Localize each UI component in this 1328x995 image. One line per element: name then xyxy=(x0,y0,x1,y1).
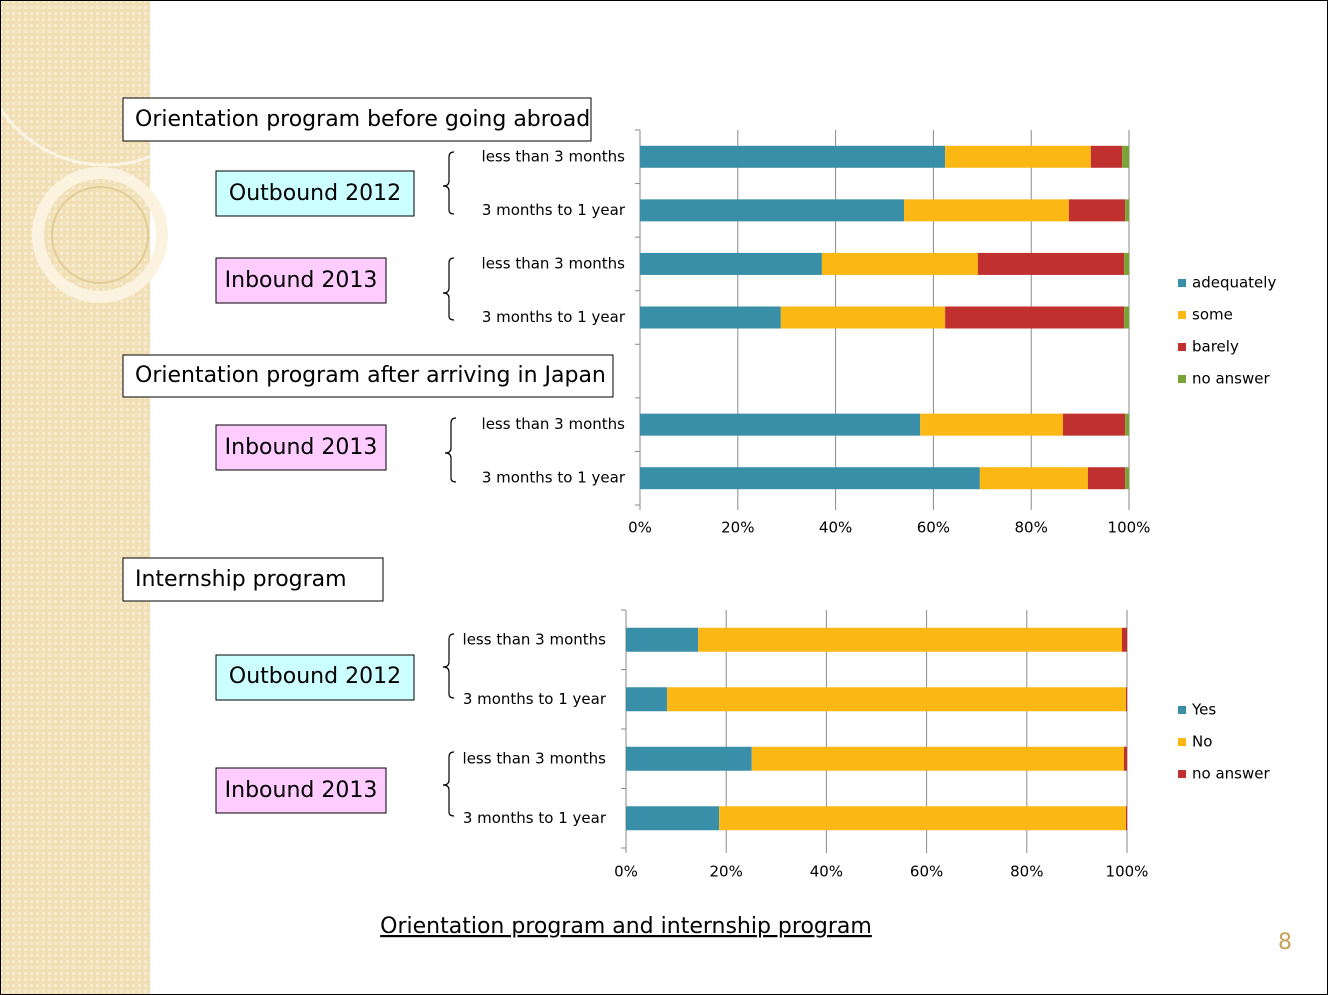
legend-label: no answer xyxy=(1192,370,1270,388)
legend-swatch xyxy=(1178,770,1186,778)
legend-swatch xyxy=(1178,706,1186,714)
legend-label: Yes xyxy=(1191,701,1216,719)
bar-segment xyxy=(1087,467,1126,490)
bar-segment xyxy=(1124,252,1129,275)
x-tick-label: 40% xyxy=(819,519,852,537)
x-tick-label: 40% xyxy=(810,863,843,881)
section-box xyxy=(122,557,384,602)
bar-segment xyxy=(640,413,921,436)
category-label: 3 months to 1 year xyxy=(482,469,626,487)
bar-segment xyxy=(1122,145,1129,168)
legend-swatch xyxy=(1178,311,1186,319)
bar-segment xyxy=(821,252,978,275)
legend-label: some xyxy=(1192,306,1233,324)
bar-segment xyxy=(640,467,980,490)
bar-segment xyxy=(698,627,1122,652)
bar-segment xyxy=(667,687,1126,712)
page-number: 8 xyxy=(1278,930,1292,955)
x-tick-label: 80% xyxy=(1015,519,1048,537)
legend-swatch xyxy=(1178,279,1186,287)
category-label: 3 months to 1 year xyxy=(463,690,607,708)
group-box xyxy=(215,424,387,471)
bar-segment xyxy=(977,252,1125,275)
legend-swatch xyxy=(1178,375,1186,383)
bar-segment xyxy=(640,199,905,222)
deco-ring xyxy=(32,167,168,303)
bar-segment xyxy=(1090,145,1123,168)
caption: Orientation program and internship progr… xyxy=(380,914,872,939)
x-tick-label: 60% xyxy=(917,519,950,537)
bar-segment xyxy=(1125,199,1129,222)
bar-segment xyxy=(780,306,946,329)
category-label: less than 3 months xyxy=(482,147,626,165)
deco-ring xyxy=(51,186,149,284)
legend-label: no answer xyxy=(1192,765,1270,783)
legend-swatch xyxy=(1178,343,1186,351)
bar-segment xyxy=(1125,413,1129,436)
category-label: less than 3 months xyxy=(463,630,607,648)
section-box xyxy=(122,354,614,398)
group-label: Inbound 2013 xyxy=(225,435,378,460)
legend-label: No xyxy=(1192,733,1212,751)
section-title: Internship program xyxy=(135,567,347,592)
legend-label: adequately xyxy=(1192,274,1276,292)
bar-segment xyxy=(1125,806,1127,831)
bar-segment xyxy=(1062,413,1126,436)
x-tick-label: 0% xyxy=(614,863,638,881)
x-tick-label: 100% xyxy=(1108,519,1151,537)
bar-segment xyxy=(945,145,1091,168)
bar-segment xyxy=(640,306,781,329)
bar-segment xyxy=(626,687,668,712)
x-tick-label: 60% xyxy=(910,863,943,881)
bar-segment xyxy=(626,746,752,771)
bar-segment xyxy=(904,199,1069,222)
braces xyxy=(442,151,457,817)
section-title: Orientation program before going abroad xyxy=(135,107,590,132)
category-label: less than 3 months xyxy=(482,254,626,272)
bar-segment xyxy=(640,252,822,275)
category-label: less than 3 months xyxy=(482,415,626,433)
bar-segment xyxy=(1124,306,1129,329)
bar-segment xyxy=(751,746,1124,771)
bar-segment xyxy=(1125,467,1129,490)
group-label: Inbound 2013 xyxy=(225,778,378,803)
section-box xyxy=(122,97,592,142)
category-label: 3 months to 1 year xyxy=(463,809,607,827)
x-tick-label: 20% xyxy=(721,519,754,537)
x-tick-label: 20% xyxy=(710,863,743,881)
bar-segment xyxy=(1068,199,1126,222)
section-title: Orientation program after arriving in Ja… xyxy=(135,363,606,388)
deco-circle xyxy=(0,0,232,167)
category-label: 3 months to 1 year xyxy=(482,201,626,219)
bar-segment xyxy=(1123,746,1127,771)
side-strip xyxy=(1,1,150,994)
group-box xyxy=(215,767,387,814)
bar-segment xyxy=(626,806,720,831)
group-label: Inbound 2013 xyxy=(225,268,378,293)
legend-label: barely xyxy=(1192,338,1239,356)
legend-swatch xyxy=(1178,738,1186,746)
x-tick-label: 0% xyxy=(628,519,652,537)
bar-segment xyxy=(920,413,1063,436)
group-box xyxy=(215,257,387,304)
bar-segment xyxy=(945,306,1125,329)
group-label: Outbound 2012 xyxy=(229,181,401,206)
group-box xyxy=(215,170,415,217)
bar-segment xyxy=(1121,627,1127,652)
x-tick-label: 80% xyxy=(1010,863,1043,881)
category-label: less than 3 months xyxy=(463,749,607,767)
x-tick-label: 100% xyxy=(1106,863,1149,881)
bar-segment xyxy=(1125,687,1127,712)
bar-segment xyxy=(719,806,1126,831)
group-box xyxy=(215,654,415,701)
bar-segment xyxy=(979,467,1088,490)
category-label: 3 months to 1 year xyxy=(482,308,626,326)
bar-segment xyxy=(640,145,946,168)
group-label: Outbound 2012 xyxy=(229,664,401,689)
bar-segment xyxy=(626,627,699,652)
